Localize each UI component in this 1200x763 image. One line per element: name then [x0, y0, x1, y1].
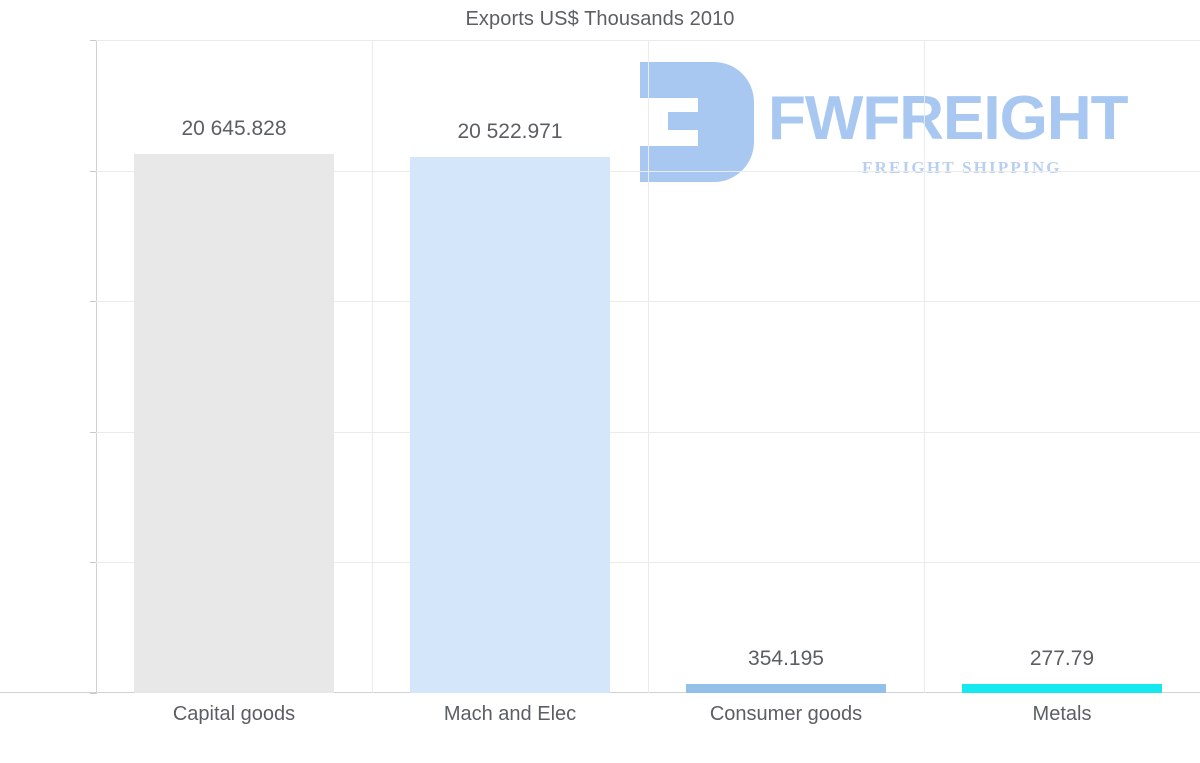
y-axis-tick-mark	[90, 562, 96, 564]
x-axis-tick-label: Metals	[1032, 703, 1092, 725]
y-axis-tick-mark	[90, 40, 96, 41]
bar-value-label: 277.79	[1029, 647, 1095, 670]
bar[interactable]	[410, 156, 610, 693]
gridline-vertical	[648, 40, 649, 693]
bar[interactable]	[134, 153, 334, 693]
bar-value-label: 20 645.828	[181, 116, 287, 140]
y-axis-line	[96, 40, 97, 694]
y-axis-tick-mark	[90, 693, 96, 694]
bar[interactable]	[962, 684, 1162, 693]
plot-area: 20 645.828 20 522.971 354.195 277.79	[0, 40, 1200, 694]
x-axis-tick-label: Consumer goods	[709, 703, 863, 725]
chart-title: Exports US$ Thousands 2010	[465, 8, 735, 30]
bar-value-label: 354.195	[748, 646, 824, 670]
x-axis-tick-label: Capital goods	[172, 703, 296, 725]
y-axis-tick-mark	[90, 170, 96, 172]
gridline-vertical	[372, 40, 373, 693]
y-axis-tick-mark	[90, 301, 96, 303]
bar[interactable]	[686, 683, 886, 693]
y-axis-tick-mark	[90, 431, 96, 433]
gridline-vertical	[924, 40, 925, 693]
bar-value-label: 20 522.971	[457, 119, 563, 143]
x-axis-tick-label: Mach and Elec	[443, 703, 577, 725]
